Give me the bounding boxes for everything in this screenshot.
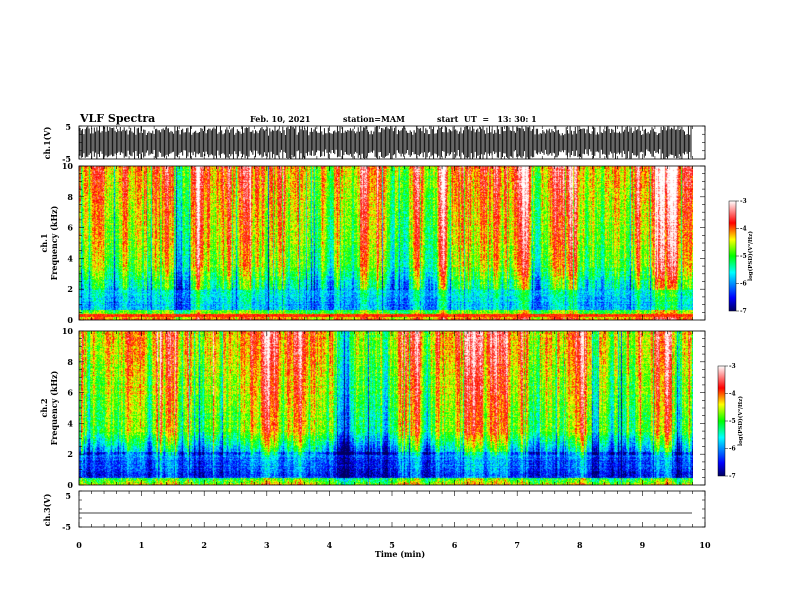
ch1-frequency-tick-label: 2 [67, 284, 73, 294]
colorbar-tick-label: -3 [729, 363, 736, 370]
ch2-frequency-tick-label: 10 [62, 326, 74, 336]
time-axis-tick-label: 1 [139, 540, 145, 550]
ch1-frequency-tick-label: 6 [67, 223, 73, 233]
ch1-waveform-ticks [78, 125, 706, 160]
ch3-ytick-top: 5 [65, 491, 71, 501]
ch1-frequency-tick-label: 10 [62, 161, 74, 171]
ch1-colorbar-label: log(PSD)(V²/Hz) [747, 231, 754, 281]
ch2-frequency-tick-label: 8 [67, 357, 73, 367]
time-axis-tick-label: 8 [577, 540, 583, 550]
time-axis-tick-labels: 0 1 2 3 4 5 6 7 8 9 10 [76, 540, 711, 550]
ch1-spectrogram-ylabel-channel: ch.1 [39, 233, 49, 252]
ch3-ytick-bottom: -5 [62, 522, 71, 532]
time-axis-tick-label: 5 [389, 540, 395, 550]
colorbar-tick-label: -4 [740, 226, 747, 233]
ch3-waveform-frame [78, 490, 706, 528]
ch2-frequency-tick-label: 6 [67, 388, 73, 398]
header-date: Feb. 10, 2021 [250, 114, 310, 124]
ch1-waveform-panel: 5 -5 ch.1(V) [42, 122, 706, 164]
ch1-ytick-top: 5 [65, 122, 71, 132]
ch1-spectrogram-image [79, 166, 693, 320]
ch2-colorbar-ticks: -3 -4 -5 -6 -7 [725, 363, 736, 480]
ch2-frequency-tick-labels: 0 2 4 6 8 10 [62, 326, 74, 490]
time-axis-tick-label: 4 [327, 540, 333, 550]
ch1-frequency-tick-labels: 0 2 4 6 8 10 [62, 161, 74, 325]
colorbar-tick-label: -4 [729, 391, 736, 398]
ch2-spectrogram-ylabel-channel: ch.2 [39, 398, 49, 417]
ch1-frequency-tick-label: 4 [67, 253, 73, 263]
colorbar-tick-label: -5 [740, 253, 747, 260]
header-start-time: start UT = 13: 30: 1 [437, 114, 537, 124]
time-axis-tick-label: 0 [76, 540, 82, 550]
ch1-waveform-ylabel: ch.1(V) [42, 126, 52, 159]
header-station: station=MAM [343, 114, 405, 124]
ch2-spectrogram-image [79, 331, 693, 485]
ch3-waveform-panel: 5 -5 ch.3(V) [42, 490, 706, 532]
ch2-spectrogram-ylabel-frequency: Frequency (kHz) [49, 370, 59, 445]
ch1-waveform-spikes [79, 126, 692, 159]
colorbar-tick-label: -6 [740, 281, 747, 288]
ch1-frequency-tick-label: 0 [67, 315, 73, 325]
time-axis-tick-label: 9 [640, 540, 646, 550]
colorbar-tick-label: -7 [740, 308, 747, 315]
time-axis-tick-label: 10 [699, 540, 711, 550]
ch3-waveform-ticks [78, 490, 706, 528]
ch2-frequency-tick-label: 0 [67, 480, 73, 490]
colorbar-tick-label: -5 [729, 418, 736, 425]
ch1-ytick-bottom: -5 [62, 154, 71, 164]
time-axis-label: Time (min) [375, 549, 425, 559]
ch2-colorbar [717, 365, 726, 477]
ch1-spectrogram-ylabel-frequency: Frequency (kHz) [49, 205, 59, 280]
time-axis-tick-label: 3 [264, 540, 270, 550]
colorbar-tick-label: -7 [729, 473, 736, 480]
figure-title: VLF Spectra [79, 112, 155, 125]
time-axis-tick-label: 6 [452, 540, 458, 550]
colorbar-tick-label: -3 [740, 198, 747, 205]
ch2-spectrogram-ticks [78, 330, 706, 486]
colorbar-tick-label: -6 [729, 446, 736, 453]
ch2-frequency-tick-label: 2 [67, 449, 73, 459]
ch1-spectrogram-ticks [78, 165, 706, 321]
ch1-colorbar [728, 200, 737, 312]
time-axis-tick-label: 2 [201, 540, 207, 550]
ch2-frequency-tick-label: 4 [67, 418, 73, 428]
ch1-waveform-trace [79, 126, 692, 159]
time-axis-tick-label: 7 [514, 540, 520, 550]
ch1-colorbar-ticks: -3 -4 -5 -6 -7 [736, 198, 747, 315]
ch1-frequency-tick-label: 8 [67, 192, 73, 202]
ch2-colorbar-label: log(PSD)(V²/Hz) [737, 396, 744, 446]
ch3-waveform-ylabel: ch.3(V) [42, 493, 52, 526]
